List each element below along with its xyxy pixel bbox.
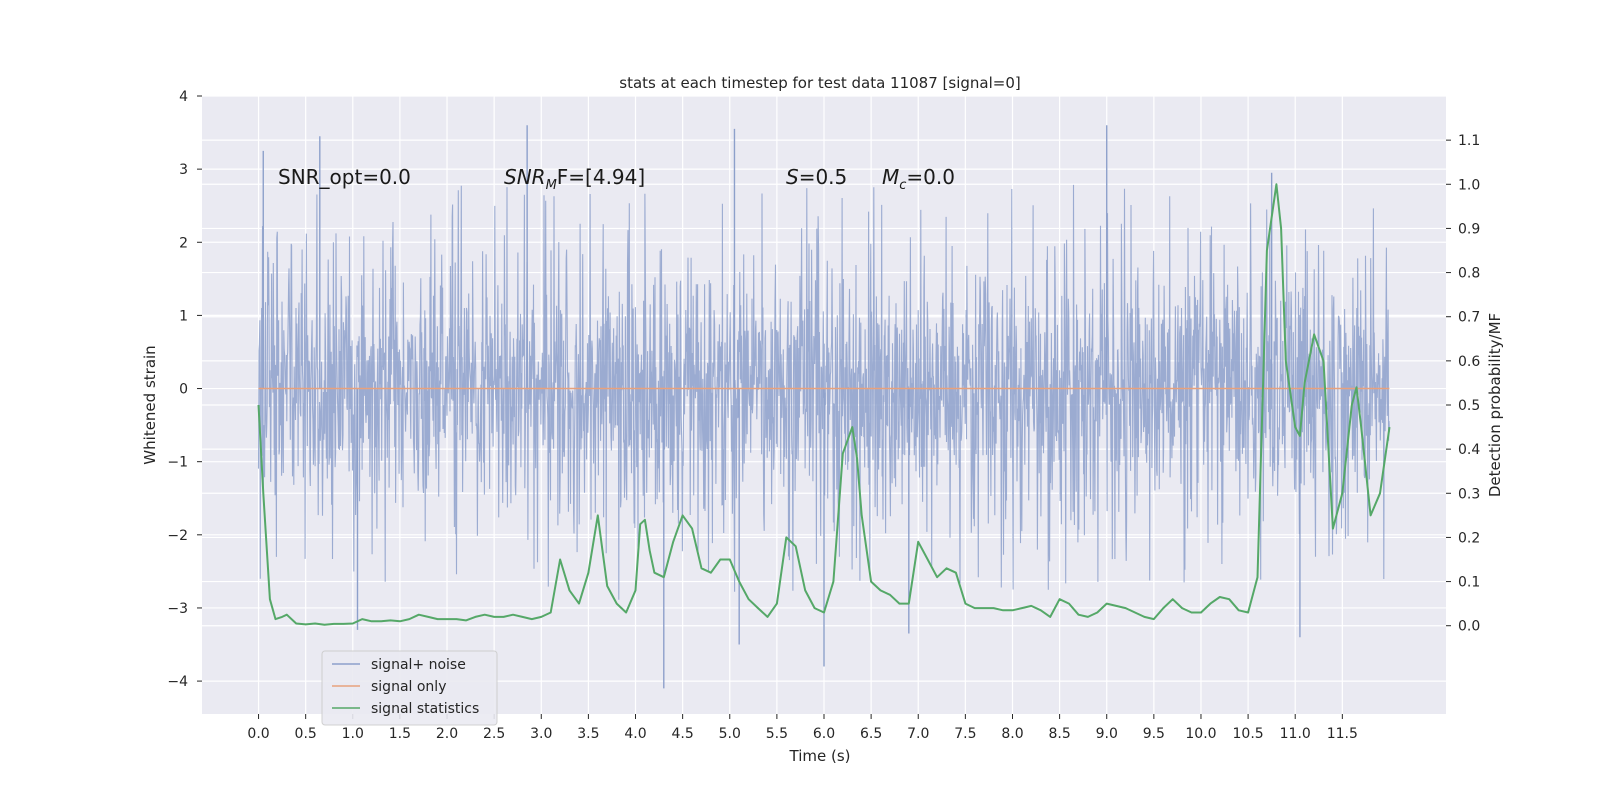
tick-label-x: 0.0 [247,726,269,742]
legend-label-signal-plus-noise: signal+ noise [371,657,466,673]
tick-label-x: 10.5 [1233,726,1264,742]
tick-label-x: 1.0 [342,726,364,742]
annotation-mc-suffix: =0.0 [906,165,955,189]
tick-label-x: 2.5 [483,726,505,742]
tick-label-right: 0.1 [1458,575,1480,591]
legend: signal+ noise signal only signal statist… [321,650,498,726]
line-signal-plus-noise [257,184,1391,600]
y-axis-label-right: Detection probability/MF [1486,313,1504,497]
tick-label-left: 2 [179,235,188,251]
annotation-snr-mf-base: SNR [504,165,546,189]
tick-label-x: 5.0 [719,726,741,742]
tick-label-x: 11.0 [1280,726,1311,742]
annotation-mc: Mc=0.0 [882,165,955,193]
tick-label-x: 0.5 [295,726,317,742]
tick-label-left: 3 [179,162,188,178]
annotation-snr-mf: SNRMF=[4.94] [504,165,645,193]
tick-label-x: 4.0 [624,726,646,742]
tick-label-x: 10.0 [1185,726,1216,742]
annotation-mc-symbol: M [882,165,899,189]
x-axis-label: Time (s) [789,747,851,765]
tick-label-left: 0 [179,382,188,398]
annotation-snr-opt: SNR_opt=0.0 [278,165,411,189]
tick-label-right: 0.5 [1458,398,1480,414]
tick-label-right: 0.6 [1458,354,1480,370]
tick-label-x: 9.5 [1143,726,1165,742]
tick-label-left: −4 [167,674,188,690]
legend-label-signal-statistics: signal statistics [371,701,479,717]
tick-label-x: 7.0 [907,726,929,742]
tick-label-x: 8.5 [1048,726,1070,742]
tick-label-right: 1.1 [1458,133,1480,149]
tick-label-right: 0.0 [1458,619,1480,635]
tick-label-x: 11.5 [1327,726,1358,742]
tick-label-x: 4.5 [672,726,694,742]
tick-label-left: 1 [179,308,188,324]
tick-label-right: 0.3 [1458,486,1480,502]
tick-label-x: 8.0 [1001,726,1023,742]
tick-label-left: −2 [167,528,188,544]
legend-box [321,650,498,726]
tick-label-x: 9.0 [1096,726,1118,742]
tick-label-right: 1.0 [1458,177,1480,193]
chart-title: stats at each timestep for test data 110… [619,74,1020,92]
tick-label-right: 0.7 [1458,310,1480,326]
tick-label-left: 4 [179,89,188,105]
x-axis-ticks: 0.0 0.5 1.0 1.5 2.0 2.5 3.0 3.5 4.0 4.5 5.0 5.5 6.0 6… [247,714,1358,742]
tick-label-x: 6.5 [860,726,882,742]
tick-label-left: −3 [167,601,188,617]
tick-label-x: 6.0 [813,726,835,742]
left-axis-ticks: −4 −3 −2 −1 0 1 2 3 4 [167,89,202,690]
series-signal-statistics [257,183,1391,626]
annotation-s: S=0.5 [786,165,847,189]
tick-label-x: 1.5 [389,726,411,742]
tick-label-x: 3.0 [530,726,552,742]
y-axis-label-left: Whitened strain [141,345,159,464]
tick-label-x: 3.5 [577,726,599,742]
tick-label-right: 0.8 [1458,266,1480,282]
annotation-mc-subscript: c [899,178,906,193]
tick-label-x: 5.5 [766,726,788,742]
annotation-s-suffix: =0.5 [799,165,848,189]
annotation-s-symbol: S [786,165,799,189]
tick-label-x: 7.5 [954,726,976,742]
tick-label-right: 0.4 [1458,442,1480,458]
annotation-snr-mf-suffix: F=[4.94] [557,165,645,189]
tick-label-x: 2.0 [436,726,458,742]
line-signal-statistics [257,183,1391,626]
legend-label-signal-only: signal only [371,679,446,695]
tick-label-left: −1 [167,455,188,471]
tick-label-right: 0.9 [1458,221,1480,237]
right-axis-ticks: 0.0 0.1 0.2 0.3 0.4 0.5 0.6 0.7 0.8 0.9 1.0 1.1 [1446,133,1480,635]
tick-label-right: 0.2 [1458,530,1480,546]
annotation-snr-mf-subscript: M [546,178,557,193]
